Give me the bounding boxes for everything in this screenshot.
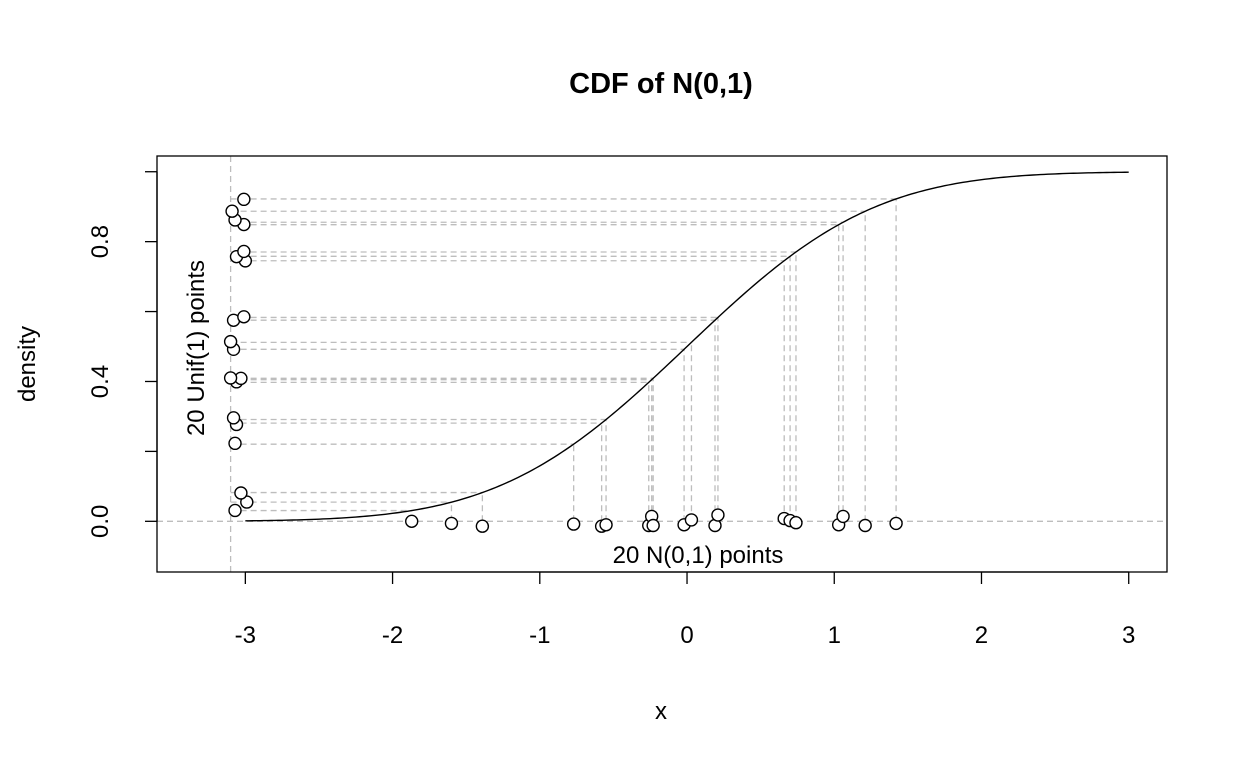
- normal-point: [566, 517, 581, 531]
- normal-point: [889, 516, 903, 531]
- normal-points: [405, 508, 903, 533]
- x-tick-label: -3: [235, 622, 256, 649]
- normal-point: [836, 509, 850, 524]
- normal-point: [789, 516, 803, 530]
- chart-title: CDF of N(0,1): [569, 68, 753, 100]
- y-tick-label: 0.8: [87, 225, 114, 258]
- plot-box: [156, 155, 1168, 573]
- cdf-line: [245, 171, 1129, 522]
- y-axis: 0.0 0.4 0.8: [87, 171, 158, 538]
- x-axis-title: x: [655, 698, 667, 725]
- y-tick-label: 0.4: [87, 365, 114, 398]
- normal-points-label: 20 N(0,1) points: [613, 542, 784, 569]
- x-tick-label: 0: [680, 622, 693, 649]
- normal-point: [858, 518, 872, 533]
- uniform-point: [237, 310, 251, 324]
- uniform-points-label: 20 Unif(1) points: [183, 260, 210, 436]
- normal-point: [475, 519, 490, 533]
- reference-lines: [157, 156, 1167, 572]
- x-tick-label: 2: [975, 622, 988, 649]
- uniform-point: [237, 244, 251, 259]
- uniform-point: [225, 204, 239, 218]
- projection-lines: [230, 198, 897, 522]
- x-tick-label: -2: [382, 622, 403, 649]
- uniform-point: [228, 436, 242, 451]
- normal-point: [405, 514, 419, 529]
- normal-point: [711, 508, 725, 522]
- uniform-point: [223, 334, 238, 349]
- normal-point: [684, 513, 699, 527]
- uniform-point: [234, 486, 248, 500]
- x-tick-label: 3: [1122, 622, 1135, 649]
- uniform-points: [223, 192, 254, 518]
- uniform-point: [228, 503, 242, 518]
- uniform-point: [237, 192, 251, 207]
- uniform-point: [226, 411, 241, 425]
- uniform-point: [223, 371, 238, 385]
- x-tick-label: 1: [828, 622, 841, 649]
- y-axis-title: density: [14, 326, 41, 402]
- normal-point: [599, 518, 613, 532]
- x-axis: -3 -2 -1 0 1 2 3: [235, 571, 1135, 649]
- normal-point: [444, 516, 459, 531]
- x-tick-label: -1: [529, 622, 550, 649]
- normal-point: [646, 518, 660, 533]
- y-tick-label: 0.0: [87, 505, 114, 538]
